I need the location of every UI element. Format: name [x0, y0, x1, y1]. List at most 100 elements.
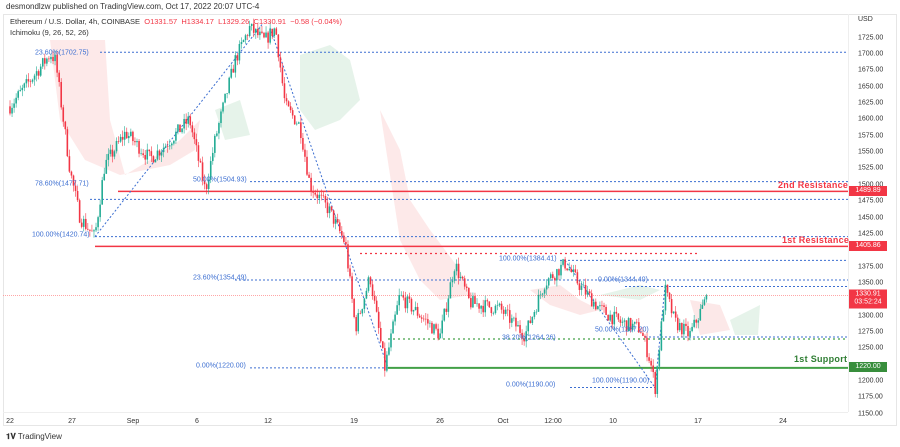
- candle: [109, 149, 112, 154]
- candle: [62, 107, 65, 122]
- candle: [648, 357, 650, 361]
- candle: [224, 93, 226, 103]
- candle: [590, 293, 593, 307]
- candle: [492, 313, 495, 314]
- candle: [672, 311, 675, 314]
- candle: [461, 276, 464, 279]
- symbol-name[interactable]: Ethereum / U.S. Dollar, 4h, COINBASE: [10, 17, 141, 26]
- candle: [631, 323, 634, 330]
- candle: [474, 296, 476, 304]
- candle: [679, 322, 681, 331]
- candle: [97, 217, 99, 228]
- candle: [179, 124, 181, 133]
- candle: [166, 146, 169, 147]
- candle: [666, 284, 669, 293]
- candle: [35, 71, 38, 76]
- candle: [543, 289, 546, 294]
- candle: [168, 145, 171, 147]
- candle: [101, 180, 103, 205]
- candle: [138, 140, 140, 154]
- candle: [502, 309, 505, 314]
- candle: [506, 309, 509, 311]
- candle: [431, 322, 433, 334]
- candle: [613, 311, 616, 325]
- ohlc-open: O1331.57: [144, 17, 178, 26]
- candle: [156, 150, 159, 160]
- tradingview-logo[interactable]: 𝟏𝐕 TradingView: [6, 432, 62, 442]
- candle: [498, 303, 501, 306]
- candle: [160, 152, 163, 156]
- candle: [560, 264, 562, 276]
- candle: [496, 305, 499, 306]
- candle: [310, 177, 312, 192]
- candle: [705, 295, 708, 300]
- candle: [115, 141, 118, 152]
- candle: [201, 162, 204, 181]
- candle: [216, 133, 218, 136]
- candle: [66, 129, 69, 157]
- candle: [558, 269, 560, 276]
- candle: [58, 72, 60, 83]
- candle: [128, 136, 130, 139]
- candle: [181, 128, 183, 133]
- candle: [658, 350, 661, 367]
- candle: [367, 277, 370, 291]
- time-tick: 6: [195, 418, 199, 425]
- fib-label: 38.20%(1264.26): [502, 334, 556, 342]
- candle: [244, 35, 247, 41]
- candle: [15, 97, 17, 104]
- candle: [119, 136, 122, 142]
- candle: [488, 301, 491, 308]
- candle: [445, 308, 448, 312]
- candle: [615, 311, 618, 314]
- candle: [586, 291, 589, 295]
- indicator-ichimoku[interactable]: Ichimoku (9, 26, 52, 26): [10, 28, 89, 37]
- candle: [429, 322, 431, 324]
- candle: [130, 131, 132, 137]
- time-axis[interactable]: [3, 412, 848, 413]
- price-tick: 1550.00: [858, 148, 884, 156]
- candle: [121, 136, 124, 140]
- label-first-resistance: 1st Resistance: [782, 235, 850, 245]
- candle: [619, 319, 622, 323]
- candle: [150, 151, 153, 157]
- price-tick: 1250.00: [858, 344, 884, 352]
- cloud-bearish: [690, 300, 730, 335]
- candle: [390, 333, 392, 348]
- time-tick: 19: [350, 418, 358, 425]
- candle: [554, 277, 556, 281]
- candle: [562, 259, 564, 265]
- price-tick: 1650.00: [858, 83, 884, 91]
- currency-label: USD: [858, 16, 873, 23]
- candle: [46, 58, 48, 64]
- candle: [132, 131, 134, 142]
- candle: [400, 294, 403, 296]
- candle: [222, 102, 224, 112]
- candle: [78, 200, 81, 223]
- candle: [629, 318, 632, 330]
- price-axis[interactable]: [848, 14, 898, 412]
- candle: [537, 294, 540, 312]
- candle: [220, 111, 222, 124]
- candle: [635, 321, 638, 323]
- cloud-bullish: [300, 45, 360, 130]
- price-tick: 1600.00: [858, 115, 884, 123]
- candle: [125, 131, 128, 139]
- candle: [500, 303, 503, 310]
- candle: [308, 174, 310, 178]
- candle: [29, 81, 32, 83]
- candle: [437, 328, 439, 339]
- candle: [654, 372, 657, 394]
- price-tick: 1350.00: [858, 279, 884, 287]
- candle: [685, 323, 687, 327]
- candle: [261, 31, 263, 33]
- candle: [418, 315, 421, 318]
- candle: [302, 138, 304, 150]
- publish-info: desmondlzw published on TradingView.com,…: [6, 2, 260, 11]
- candle: [556, 269, 558, 281]
- candle: [242, 40, 245, 43]
- candle: [371, 284, 374, 296]
- candle: [189, 116, 192, 126]
- candle: [240, 42, 243, 45]
